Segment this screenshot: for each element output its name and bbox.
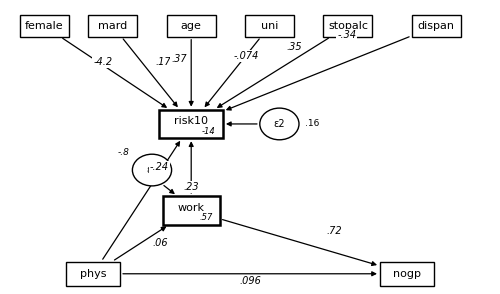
Text: .23: .23 xyxy=(184,182,200,192)
Text: .35: .35 xyxy=(286,42,302,52)
Text: work: work xyxy=(178,203,204,213)
Text: ε2: ε2 xyxy=(274,119,285,129)
FancyBboxPatch shape xyxy=(380,262,434,286)
Text: stopalc: stopalc xyxy=(328,21,368,31)
Text: ε1: ε1 xyxy=(146,165,158,175)
Text: nogp: nogp xyxy=(393,269,421,279)
Ellipse shape xyxy=(260,108,299,140)
Text: .37: .37 xyxy=(171,54,187,64)
FancyBboxPatch shape xyxy=(412,15,461,37)
Text: -.8: -.8 xyxy=(118,148,130,157)
FancyBboxPatch shape xyxy=(245,15,294,37)
Text: age: age xyxy=(181,21,202,31)
Text: phys: phys xyxy=(80,269,106,279)
Text: female: female xyxy=(25,21,64,31)
Text: -14: -14 xyxy=(202,127,215,136)
Text: risk10: risk10 xyxy=(174,116,208,126)
Text: -.24: -.24 xyxy=(150,162,169,172)
FancyBboxPatch shape xyxy=(88,15,138,37)
Text: -.074: -.074 xyxy=(234,51,259,61)
FancyBboxPatch shape xyxy=(66,262,120,286)
FancyBboxPatch shape xyxy=(162,196,220,225)
Text: mard: mard xyxy=(98,21,128,31)
Text: .06: .06 xyxy=(152,238,168,248)
Text: uni: uni xyxy=(261,21,278,31)
Text: -.34: -.34 xyxy=(337,30,356,40)
FancyBboxPatch shape xyxy=(166,15,216,37)
FancyBboxPatch shape xyxy=(20,15,68,37)
Text: .17: .17 xyxy=(155,57,170,67)
FancyBboxPatch shape xyxy=(324,15,372,37)
Text: .57: .57 xyxy=(199,213,212,223)
Text: -4.2: -4.2 xyxy=(93,57,112,67)
Text: .096: .096 xyxy=(239,276,261,286)
Ellipse shape xyxy=(132,154,172,186)
Text: dispan: dispan xyxy=(418,21,455,31)
Text: .16: .16 xyxy=(306,119,320,128)
Text: .72: .72 xyxy=(326,226,342,236)
FancyBboxPatch shape xyxy=(160,110,223,138)
